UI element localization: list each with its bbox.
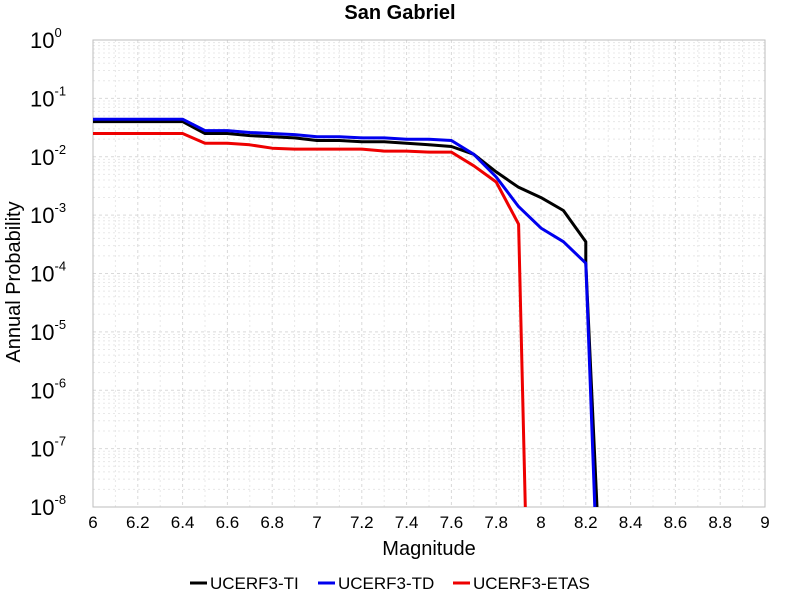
x-tick-label: 8.6 [664,513,688,532]
y-tick-label: 10-4 [30,259,66,287]
y-tick-label: 100 [30,25,62,53]
x-tick-label: 9 [760,513,769,532]
y-tick-label: 10-3 [30,200,66,228]
x-tick-label: 7.6 [440,513,464,532]
x-tick-label: 8.4 [619,513,643,532]
legend: UCERF3-TI UCERF3-TD UCERF3-ETAS [190,574,590,593]
x-axis-label: Magnitude [382,538,475,560]
series-layer [93,117,599,507]
y-tick-label: 10-1 [30,83,66,111]
x-tick-label: 6 [88,513,97,532]
x-tick-label: 6.6 [216,513,240,532]
x-axis-ticks: 6 6.2 6.4 6.6 6.8 7 7.2 7.4 7.6 7.8 8 8.2 8.4 8.6 8.8 9 [88,513,769,532]
series-line-ucerf3-ti [93,120,599,507]
plot-area [92,39,766,508]
series-line-ucerf3-etas [93,132,527,507]
y-tick-label: 10-7 [30,434,66,462]
y-tick-label: 10-8 [30,492,66,520]
x-tick-label: 6.2 [126,513,150,532]
x-tick-label: 7.8 [484,513,508,532]
legend-label: UCERF3-TD [338,574,434,593]
y-tick-label: 10-5 [30,317,66,345]
x-tick-label: 8.2 [574,513,598,532]
x-tick-label: 6.8 [260,513,284,532]
y-axis-label: Annual Probability [3,201,25,362]
x-tick-label: 7 [312,513,321,532]
grid-lines [92,39,766,508]
x-tick-label: 8 [536,513,545,532]
legend-label: UCERF3-TI [210,574,299,593]
x-tick-label: 6.4 [171,513,195,532]
x-tick-label: 8.8 [708,513,732,532]
x-tick-label: 7.2 [350,513,374,532]
series-line-ucerf3-td [93,117,597,507]
y-tick-label: 10-2 [30,142,66,170]
y-tick-label: 10-6 [30,375,66,403]
legend-label: UCERF3-ETAS [473,574,590,593]
y-axis-ticks: 100 10-1 10-2 10-3 10-4 10-5 10-6 10-7 10-8 [30,25,66,520]
x-tick-label: 7.4 [395,513,419,532]
chart-title: San Gabriel [344,2,455,24]
